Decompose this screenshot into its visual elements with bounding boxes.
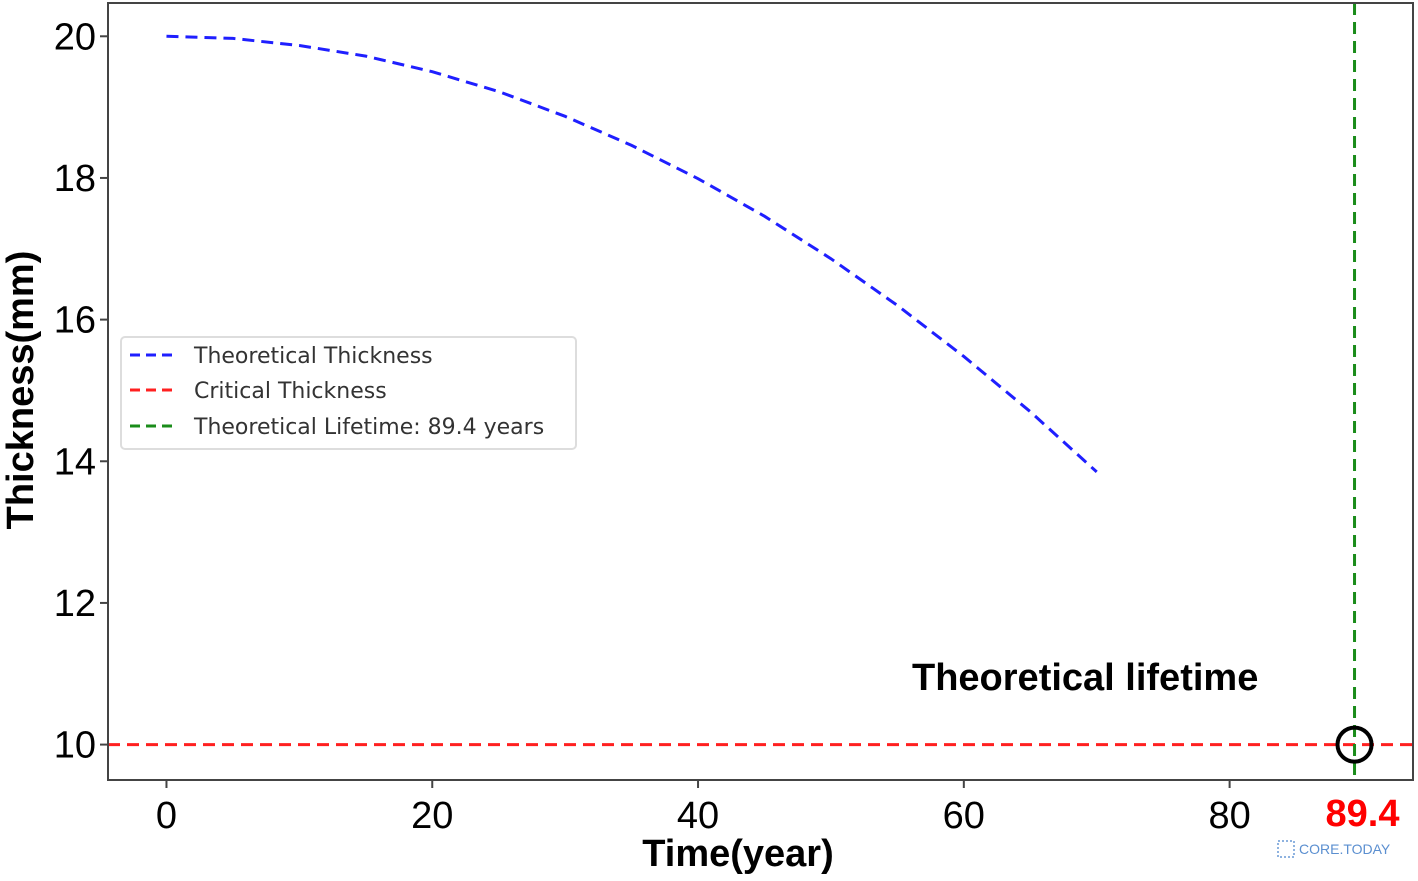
annotation-lifetime-label: Theoretical lifetime bbox=[912, 657, 1258, 699]
legend-label-critical: Critical Thickness bbox=[194, 379, 387, 404]
plot-frame bbox=[107, 2, 1414, 781]
y-tick-label: 16 bbox=[54, 300, 96, 342]
y-tick-label: 10 bbox=[54, 725, 96, 767]
lifetime-marker-circle bbox=[1335, 725, 1374, 764]
y-tick-label: 14 bbox=[54, 441, 96, 483]
legend-label-lifetime: Theoretical Lifetime: 89.4 years bbox=[193, 415, 544, 440]
lifetime-value-label: 89.4 bbox=[1326, 793, 1400, 835]
x-tick-label: 20 bbox=[411, 795, 453, 837]
watermark: CORE.TODAY bbox=[1277, 840, 1391, 858]
y-axis-label: Thickness(mm) bbox=[0, 251, 42, 530]
x-tick-label: 40 bbox=[677, 795, 719, 837]
y-tick-label: 20 bbox=[54, 16, 96, 58]
y-tick-label: 12 bbox=[54, 583, 96, 625]
x-tick-label: 60 bbox=[943, 795, 985, 837]
y-tick-label: 18 bbox=[54, 158, 96, 200]
x-tick-label: 80 bbox=[1208, 795, 1250, 837]
legend: Theoretical Thickness Critical Thickness… bbox=[120, 336, 577, 450]
watermark-text: CORE.TODAY bbox=[1299, 841, 1391, 857]
x-tick-label: 0 bbox=[156, 795, 177, 837]
watermark-logo-icon bbox=[1277, 840, 1295, 858]
x-axis-label: Time(year) bbox=[642, 833, 834, 875]
legend-box bbox=[120, 336, 577, 450]
series-theoretical-thickness bbox=[166, 34, 1098, 474]
legend-label-theoretical: Theoretical Thickness bbox=[193, 344, 433, 369]
